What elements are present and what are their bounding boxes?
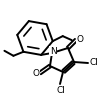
Text: O: O xyxy=(32,69,40,78)
Text: Cl: Cl xyxy=(57,85,65,94)
Text: O: O xyxy=(76,35,84,43)
Text: N: N xyxy=(50,47,56,56)
Text: Cl: Cl xyxy=(90,58,98,67)
